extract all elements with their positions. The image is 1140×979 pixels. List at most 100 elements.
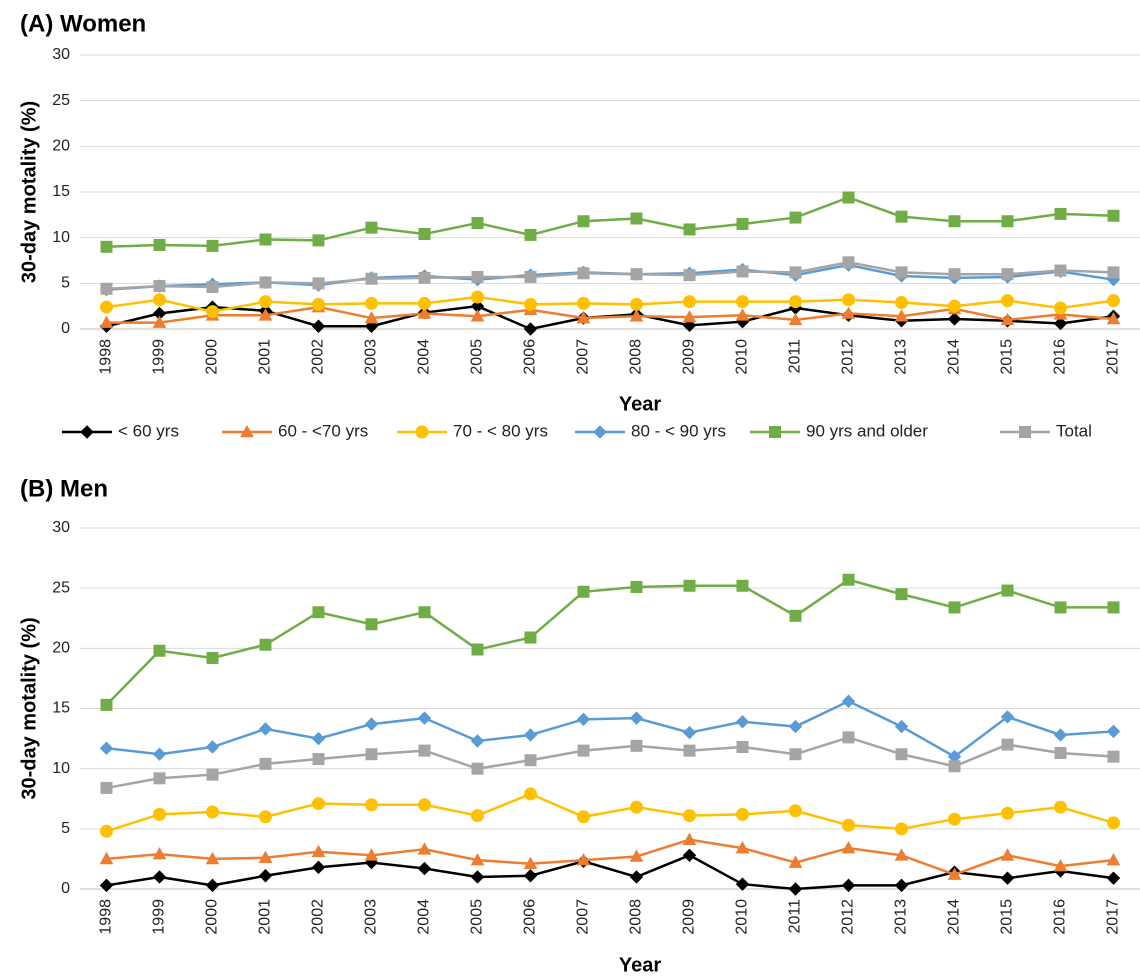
marker xyxy=(364,311,379,324)
x-tick-label: 2006 xyxy=(522,899,539,935)
marker xyxy=(418,798,431,812)
y-tick-label: 20 xyxy=(52,138,70,155)
marker xyxy=(895,266,908,279)
marker xyxy=(948,760,961,773)
marker xyxy=(417,842,432,855)
marker xyxy=(153,807,166,821)
marker xyxy=(895,210,908,223)
marker xyxy=(1106,853,1121,866)
x-tick-label: 2017 xyxy=(1105,339,1122,375)
marker xyxy=(99,878,114,893)
marker xyxy=(470,853,485,866)
x-tick-label: 2016 xyxy=(1052,899,1069,935)
marker xyxy=(258,850,273,864)
marker xyxy=(312,606,325,619)
legend-label: 70 - < 80 yrs xyxy=(453,421,548,440)
legend-marker xyxy=(80,425,94,439)
marker xyxy=(1054,800,1067,814)
marker xyxy=(948,268,961,281)
marker xyxy=(577,296,590,310)
marker xyxy=(1106,724,1121,739)
marker xyxy=(258,869,273,883)
marker xyxy=(789,266,802,279)
marker xyxy=(1054,301,1067,315)
marker xyxy=(259,757,272,770)
x-tick-label: 2003 xyxy=(363,899,380,935)
x-tick-label: 2002 xyxy=(310,339,327,375)
x-tick-label: 2009 xyxy=(681,339,698,375)
marker xyxy=(1106,871,1121,885)
marker xyxy=(100,698,113,711)
marker xyxy=(735,715,750,729)
marker xyxy=(471,643,484,656)
x-tick-label: 2007 xyxy=(575,899,592,935)
marker xyxy=(259,810,272,824)
marker xyxy=(736,807,749,821)
marker xyxy=(1106,311,1121,325)
legend-label: Total xyxy=(1056,421,1092,440)
y-tick-label: 30 xyxy=(52,519,70,536)
marker xyxy=(788,855,803,868)
x-tick-label: 2010 xyxy=(734,899,751,935)
marker xyxy=(1001,294,1014,308)
marker xyxy=(735,308,750,321)
marker xyxy=(1107,266,1120,279)
marker xyxy=(99,741,114,755)
marker xyxy=(789,609,802,622)
x-tick-label: 2011 xyxy=(787,899,804,934)
marker xyxy=(576,311,591,324)
marker xyxy=(311,731,326,746)
marker xyxy=(365,296,378,310)
marker xyxy=(99,315,114,328)
legend-marker xyxy=(769,426,781,438)
marker xyxy=(152,847,167,860)
marker xyxy=(789,211,802,224)
marker xyxy=(100,240,113,253)
marker xyxy=(524,228,537,241)
x-tick-label: 2015 xyxy=(999,899,1016,935)
marker xyxy=(100,282,113,295)
legend-label: 90 yrs and older xyxy=(806,421,928,440)
marker xyxy=(1001,738,1014,751)
marker xyxy=(789,295,802,309)
series-line xyxy=(106,838,1114,876)
marker xyxy=(258,308,273,321)
marker xyxy=(153,644,166,657)
marker xyxy=(948,812,961,826)
marker xyxy=(789,804,802,818)
marker xyxy=(259,638,272,651)
marker xyxy=(470,309,485,322)
marker xyxy=(311,844,326,857)
marker xyxy=(153,293,166,307)
marker xyxy=(206,768,219,781)
x-tick-label: 2013 xyxy=(893,899,910,935)
marker xyxy=(577,744,590,757)
marker xyxy=(948,215,961,228)
marker xyxy=(683,295,696,309)
marker xyxy=(470,734,485,748)
marker xyxy=(630,739,643,752)
x-tick-label: 1999 xyxy=(151,339,168,375)
x-tick-label: 2009 xyxy=(681,899,698,935)
marker xyxy=(523,322,538,336)
marker xyxy=(894,309,909,322)
legend-marker xyxy=(593,425,607,439)
marker xyxy=(841,878,856,893)
y-tick-label: 0 xyxy=(61,320,70,337)
series-line xyxy=(106,263,1114,291)
marker xyxy=(152,747,167,761)
marker xyxy=(471,270,484,283)
marker xyxy=(365,798,378,812)
marker xyxy=(736,295,749,309)
y-tick-label: 5 xyxy=(61,275,70,292)
marker xyxy=(841,694,856,708)
x-tick-label: 2000 xyxy=(204,339,221,375)
series-line xyxy=(106,196,1114,249)
marker xyxy=(1107,750,1120,763)
marker xyxy=(894,848,909,861)
y-tick-label: 10 xyxy=(52,760,70,777)
marker xyxy=(682,848,697,863)
marker xyxy=(788,719,803,734)
marker xyxy=(364,848,379,861)
x-tick-label: 2014 xyxy=(946,899,963,935)
